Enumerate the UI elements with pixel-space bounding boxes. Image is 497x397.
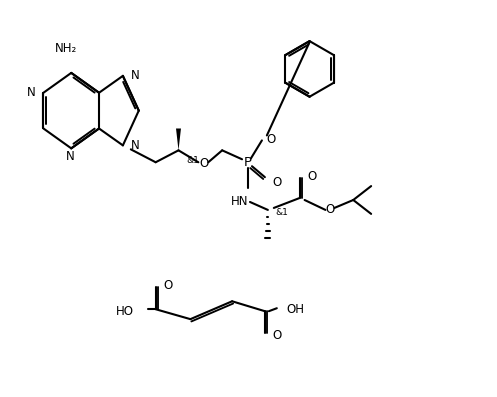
- Text: O: O: [273, 175, 282, 189]
- Text: NH₂: NH₂: [55, 42, 78, 55]
- Text: HO: HO: [116, 305, 134, 318]
- Text: O: O: [267, 133, 276, 146]
- Text: O: O: [326, 203, 335, 216]
- Text: N: N: [131, 69, 140, 82]
- Text: N: N: [27, 86, 35, 99]
- Text: O: O: [308, 170, 317, 183]
- Text: P: P: [244, 156, 252, 169]
- Text: O: O: [164, 279, 173, 292]
- Text: &1: &1: [186, 156, 199, 165]
- Polygon shape: [176, 129, 181, 150]
- Text: N: N: [131, 139, 140, 152]
- Text: &1: &1: [276, 208, 289, 218]
- Text: O: O: [273, 329, 282, 341]
- Text: OH: OH: [287, 303, 305, 316]
- Text: N: N: [66, 150, 75, 163]
- Text: HN: HN: [231, 195, 249, 208]
- Text: O: O: [200, 157, 209, 170]
